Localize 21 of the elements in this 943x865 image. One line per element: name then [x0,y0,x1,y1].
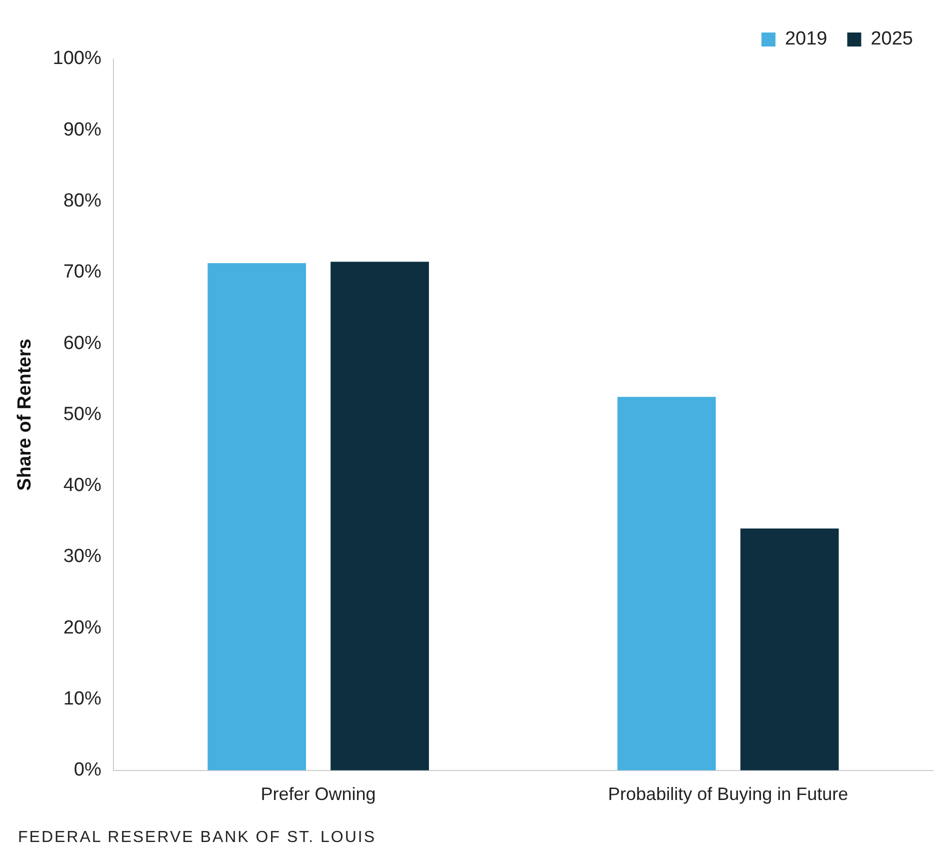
y-tick-label: 40% [63,475,102,496]
y-tick-label: 50% [63,404,102,425]
y-tick-label: 30% [63,546,102,568]
bar [208,263,306,770]
text: FEDERAL RESERVE BANK OF ST. LOUIS [18,829,378,847]
bar [617,396,716,770]
y-tick-label: 10% [63,688,102,710]
bar [330,262,429,770]
y-tick-label: 80% [63,190,102,212]
y-tick-label: 70% [63,262,102,283]
y-tick-label: 100% [52,48,102,70]
y-tick-label: 0% [74,760,102,781]
y-tick-label: 20% [63,617,102,638]
legend-label: 2019 [784,28,828,50]
legend-label: 2025 [870,28,914,50]
y-tick-label: 60% [63,332,102,354]
x-tick-label: Probability of Buying in Future [608,784,848,804]
x-tick-label: Prefer Owning [260,784,376,804]
y-tick-label: 90% [63,119,102,140]
y-axis-title: Share of Renters [14,338,36,491]
bar [740,528,839,770]
